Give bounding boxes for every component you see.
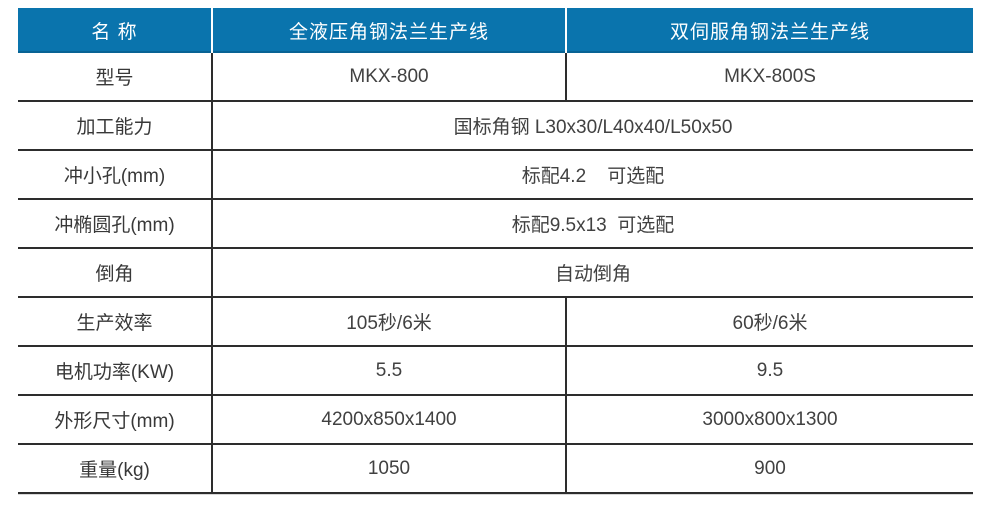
spec-table: 名 称 全液压角钢法兰生产线 双伺服角钢法兰生产线 型号 MKX-800 MKX… bbox=[18, 8, 973, 494]
row-label: 加工能力 bbox=[18, 102, 213, 149]
row-label: 冲小孔(mm) bbox=[18, 151, 213, 198]
row-label: 冲椭圆孔(mm) bbox=[18, 200, 213, 247]
cell-value-col1: 1050 bbox=[213, 445, 567, 492]
table-row-dimensions: 外形尺寸(mm) 4200x850x1400 3000x800x1300 bbox=[18, 396, 973, 445]
cell-value-col2: 3000x800x1300 bbox=[702, 408, 838, 430]
cell-value-span: 自动倒角 bbox=[554, 264, 631, 285]
table-row-model: 型号 MKX-800 MKX-800S bbox=[18, 53, 973, 102]
cell-value-span: 标配4.2 可选配 bbox=[521, 166, 665, 187]
header-cell-product1: 全液压角钢法兰生产线 bbox=[213, 8, 565, 53]
cell-value-col1: 4200x850x1400 bbox=[213, 396, 567, 443]
table-row-motor-power: 电机功率(KW) 5.5 9.5 bbox=[18, 347, 973, 396]
cell-value-col1: MKX-800 bbox=[213, 53, 567, 100]
cell-value-col2: 60秒/6米 bbox=[732, 313, 808, 334]
row-label: 外形尺寸(mm) bbox=[18, 396, 213, 443]
table-row-capacity: 加工能力 国标角钢 L30x30/L40x40/L50x50 bbox=[18, 102, 973, 151]
header-cell-name: 名 称 bbox=[18, 8, 211, 53]
table-row-oval-hole: 冲椭圆孔(mm) 标配9.5x13 可选配 bbox=[18, 200, 973, 249]
table-row-efficiency: 生产效率 105秒/6米 60秒/6米 bbox=[18, 298, 973, 347]
cell-value-col2: MKX-800S bbox=[724, 65, 816, 87]
cell-value-col2: 9.5 bbox=[756, 359, 784, 381]
table-row-weight: 重量(kg) 1050 900 bbox=[18, 445, 973, 494]
table-row-chamfer: 倒角 自动倒角 bbox=[18, 249, 973, 298]
row-label: 型号 bbox=[18, 53, 213, 100]
cell-value-col1: 105秒/6米 bbox=[213, 298, 567, 345]
row-label: 倒角 bbox=[18, 249, 213, 296]
cell-value-col2: 900 bbox=[754, 457, 786, 479]
header-cell-product2: 双伺服角钢法兰生产线 bbox=[567, 8, 973, 53]
cell-value-span: 国标角钢 L30x30/L40x40/L50x50 bbox=[453, 117, 733, 138]
cell-value-col1: 5.5 bbox=[213, 347, 567, 394]
table-row-small-hole: 冲小孔(mm) 标配4.2 可选配 bbox=[18, 151, 973, 200]
row-label: 重量(kg) bbox=[18, 445, 213, 492]
cell-value-span: 标配9.5x13 可选配 bbox=[511, 215, 675, 236]
row-label: 电机功率(KW) bbox=[18, 347, 213, 394]
row-label: 生产效率 bbox=[18, 298, 213, 345]
table-header-row: 名 称 全液压角钢法兰生产线 双伺服角钢法兰生产线 bbox=[18, 8, 973, 53]
